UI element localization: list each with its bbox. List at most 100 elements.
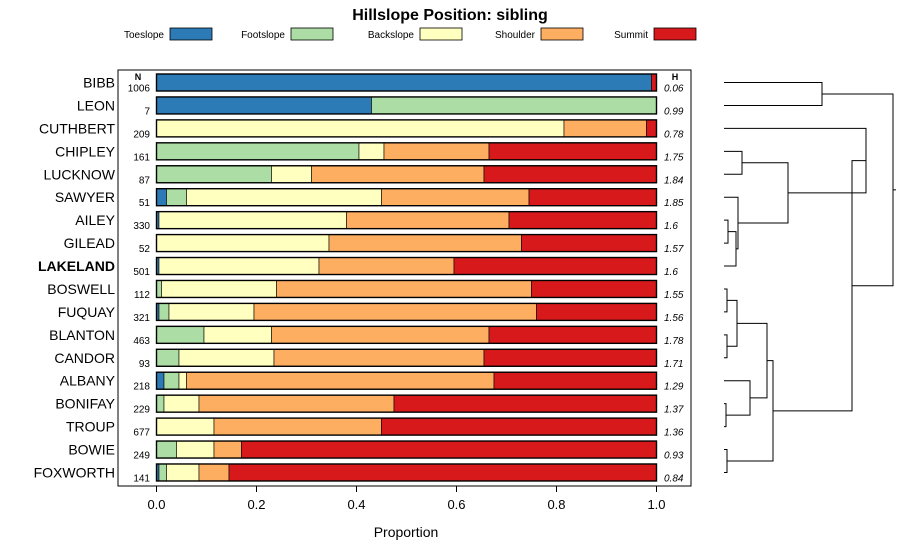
x-tick-label-1: 0.2	[247, 497, 265, 512]
n-value-foxworth: 141	[133, 473, 150, 484]
bar-segment-lucknow-footslope	[156, 165, 272, 184]
x-tick-label-2: 0.4	[347, 497, 365, 512]
n-value-bonifay: 229	[133, 405, 150, 416]
n-value-gilead: 52	[139, 244, 151, 255]
row-gilead: GILEAD 52 1.57	[64, 233, 684, 255]
row-cuthbert: CUTHBERT 209 0.78	[39, 119, 684, 140]
n-value-lucknow: 87	[139, 175, 151, 186]
h-value-troup: 1.36	[664, 428, 684, 439]
n-value-sawyer: 51	[139, 198, 151, 209]
bar-outline-lucknow	[155, 165, 658, 184]
bar-segment-chipley-summit	[488, 142, 657, 161]
bar-rows: BIBB 1006 0.06 LEON 7 0.99 CUTHBERT 209 0.78 CHIP…	[34, 73, 684, 484]
bar-segment-boswell-footslope	[156, 280, 162, 298]
legend-swatch-summit	[653, 27, 697, 41]
bar-segment-boswell-backslope	[161, 280, 277, 298]
n-value-leon: 7	[144, 106, 150, 117]
bar-segment-sawyer-shoulder	[381, 188, 530, 206]
bar-segment-blanton-footslope	[156, 326, 205, 344]
bar-segment-bonifay-footslope	[156, 394, 165, 413]
bar-segment-troup-shoulder	[213, 417, 382, 436]
dendro-link-bibb-leon	[724, 82, 823, 106]
row-label-candor: CANDOR	[54, 350, 115, 366]
h-value-gilead: 1.57	[664, 244, 684, 255]
dendro-link-chipley-sawyer-group	[738, 162, 789, 224]
bar-segment-bowie-backslope	[176, 440, 215, 459]
dendro-link-albany-troup	[724, 380, 751, 416]
row-label-cuthbert: CUTHBERT	[39, 120, 115, 136]
row-label-gilead: GILEAD	[64, 235, 115, 251]
bar-outline-cuthbert	[155, 119, 658, 138]
dendro-link-bowie-foxworth	[724, 449, 728, 473]
dendro-link-chipley-lucknow	[724, 150, 743, 175]
bar-segment-bonifay-backslope	[163, 394, 200, 413]
row-label-leon: LEON	[77, 97, 115, 113]
row-label-bonifay: BONIFAY	[55, 396, 115, 412]
h-value-fuquay: 1.56	[664, 313, 684, 324]
bar-outline-troup	[155, 417, 658, 436]
row-label-troup: TROUP	[66, 419, 115, 435]
h-value-boswell: 1.55	[664, 290, 684, 301]
h-value-ailey: 1.6	[664, 221, 678, 232]
bar-segment-albany-shoulder	[186, 371, 495, 390]
h-value-bibb: 0.06	[664, 84, 684, 95]
bar-segment-ailey-summit	[508, 211, 657, 229]
bar-segment-fuquay-backslope	[168, 303, 255, 321]
dendro-link-ailey-gilead-lakeland	[724, 231, 737, 267]
bar-segment-bonifay-summit	[393, 394, 657, 413]
bar-outline-ailey	[155, 210, 658, 230]
bar-segment-albany-backslope	[178, 371, 187, 390]
bar-segment-bowie-summit	[241, 440, 657, 459]
bar-segment-sawyer-backslope	[186, 188, 382, 206]
h-value-lakeland: 1.6	[664, 267, 678, 278]
h-column-header: H	[672, 72, 679, 82]
bar-outline-gilead	[155, 233, 658, 253]
bar-segment-lucknow-summit	[483, 165, 657, 184]
bar-segment-candor-backslope	[178, 348, 275, 367]
bar-outline-albany	[155, 371, 658, 390]
n-value-candor: 93	[139, 359, 151, 370]
x-axis-label: Proportion	[374, 524, 439, 540]
bar-outline-boswell	[155, 279, 658, 299]
bar-segment-blanton-shoulder	[271, 326, 490, 344]
row-bonifay: BONIFAY 229 1.37	[55, 394, 684, 416]
row-albany: ALBANY 218 1.29	[60, 371, 684, 393]
bar-segment-gilead-summit	[521, 234, 657, 252]
n-value-albany: 218	[133, 382, 150, 393]
bar-segment-troup-backslope	[156, 417, 215, 436]
row-label-fuquay: FUQUAY	[58, 304, 116, 320]
legend-label-summit: Summit	[614, 30, 648, 41]
bar-segment-lakeland-backslope	[158, 257, 320, 275]
row-foxworth: FOXWORTH 141 0.84	[34, 463, 684, 484]
bar-segment-cuthbert-summit	[646, 119, 657, 138]
row-label-foxworth: FOXWORTH	[34, 464, 115, 480]
row-label-boswell: BOSWELL	[47, 281, 115, 297]
row-bowie: BOWIE 249 0.93	[68, 440, 684, 462]
row-label-lucknow: LUCKNOW	[43, 166, 115, 182]
h-value-cuthbert: 0.78	[664, 129, 684, 140]
n-value-bowie: 249	[133, 451, 150, 462]
legend: Toeslope Footslope Backslope Shoulder Summit	[124, 27, 697, 41]
row-leon: LEON 7 0.99	[77, 96, 684, 117]
x-tick-label-0: 0.0	[147, 497, 165, 512]
bar-segment-chipley-footslope	[156, 142, 360, 161]
bar-segment-albany-toeslope	[156, 371, 165, 390]
bar-segment-troup-summit	[381, 417, 657, 436]
n-value-lakeland: 501	[133, 267, 150, 278]
bar-segment-bonifay-shoulder	[198, 394, 395, 413]
row-troup: TROUP 677 1.36	[66, 417, 684, 439]
x-tick-label-5: 1.0	[647, 497, 665, 512]
n-value-bibb: 1006	[128, 84, 151, 95]
row-lucknow: LUCKNOW 87 1.84	[43, 165, 684, 186]
bar-segment-albany-footslope	[163, 371, 180, 390]
legend-swatch-toeslope	[169, 27, 213, 41]
row-label-bibb: BIBB	[83, 75, 115, 91]
bar-segment-boswell-shoulder	[276, 280, 532, 298]
bar-segment-bowie-shoulder	[213, 440, 242, 459]
legend-label-shoulder: Shoulder	[495, 30, 536, 41]
bar-segment-boswell-summit	[531, 280, 657, 298]
n-value-ailey: 330	[133, 221, 150, 232]
bar-segment-cuthbert-backslope	[156, 119, 565, 138]
dendrogram	[724, 82, 896, 473]
